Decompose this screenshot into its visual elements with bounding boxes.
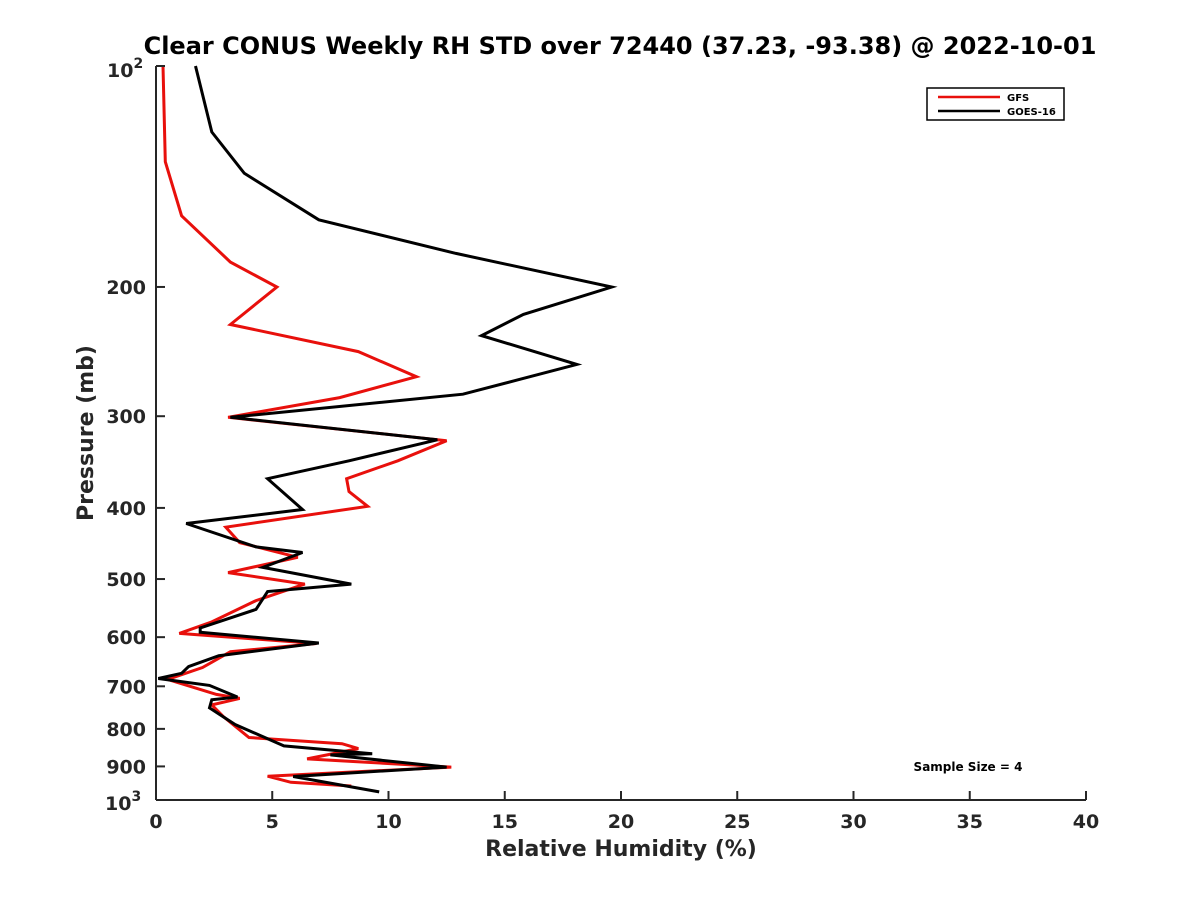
- x-tick-label: 35: [957, 811, 983, 833]
- series-layer: [157, 65, 618, 794]
- series-line-gfs: [161, 65, 452, 788]
- x-tick-label: 25: [724, 811, 750, 833]
- series-line-goes16: [157, 65, 618, 794]
- y-tick-top-exp: 2: [133, 56, 143, 72]
- x-tick-label: 40: [1073, 811, 1099, 833]
- x-axis-label: Relative Humidity (%): [485, 837, 757, 862]
- y-tick-bottom-exp: 3: [131, 789, 141, 805]
- legend: GFS GOES-16: [926, 87, 1065, 121]
- sample-size-annotation: Sample Size = 4: [914, 760, 1023, 774]
- y-tick-label: 900: [106, 756, 146, 778]
- y-tick-label: 800: [106, 719, 146, 741]
- y-tick-label: 300: [106, 406, 146, 428]
- legend-label-gfs: GFS: [1007, 93, 1029, 104]
- legend-box: [926, 87, 1065, 121]
- x-ticks: 0 5 10 15 20 25 30 35 40: [149, 791, 1099, 833]
- y-tick-label: 400: [106, 498, 146, 520]
- x-tick-label: 15: [492, 811, 518, 833]
- legend-label-goes16: GOES-16: [1007, 107, 1056, 118]
- y-tick-top-base: 10: [107, 60, 133, 82]
- x-tick-label: 5: [266, 811, 279, 833]
- x-tick-label: 10: [375, 811, 401, 833]
- x-tick-label: 0: [149, 811, 162, 833]
- y-tick-label-top: 102: [107, 56, 143, 82]
- x-tick-label: 30: [840, 811, 866, 833]
- y-tick-label: 600: [106, 627, 146, 649]
- y-ticks: 200 300 400 500 600 700 800 900: [106, 65, 165, 801]
- y-tick-label: 700: [106, 676, 146, 698]
- x-tick-label: 20: [608, 811, 634, 833]
- y-tick-label: 500: [106, 569, 146, 591]
- y-tick-label-bottom: 103: [105, 789, 141, 815]
- y-axis-label: Pressure (mb): [74, 345, 99, 521]
- y-tick-bottom-base: 10: [105, 793, 131, 815]
- y-tick-label: 200: [106, 277, 146, 299]
- chart-title: Clear CONUS Weekly RH STD over 72440 (37…: [144, 32, 1097, 60]
